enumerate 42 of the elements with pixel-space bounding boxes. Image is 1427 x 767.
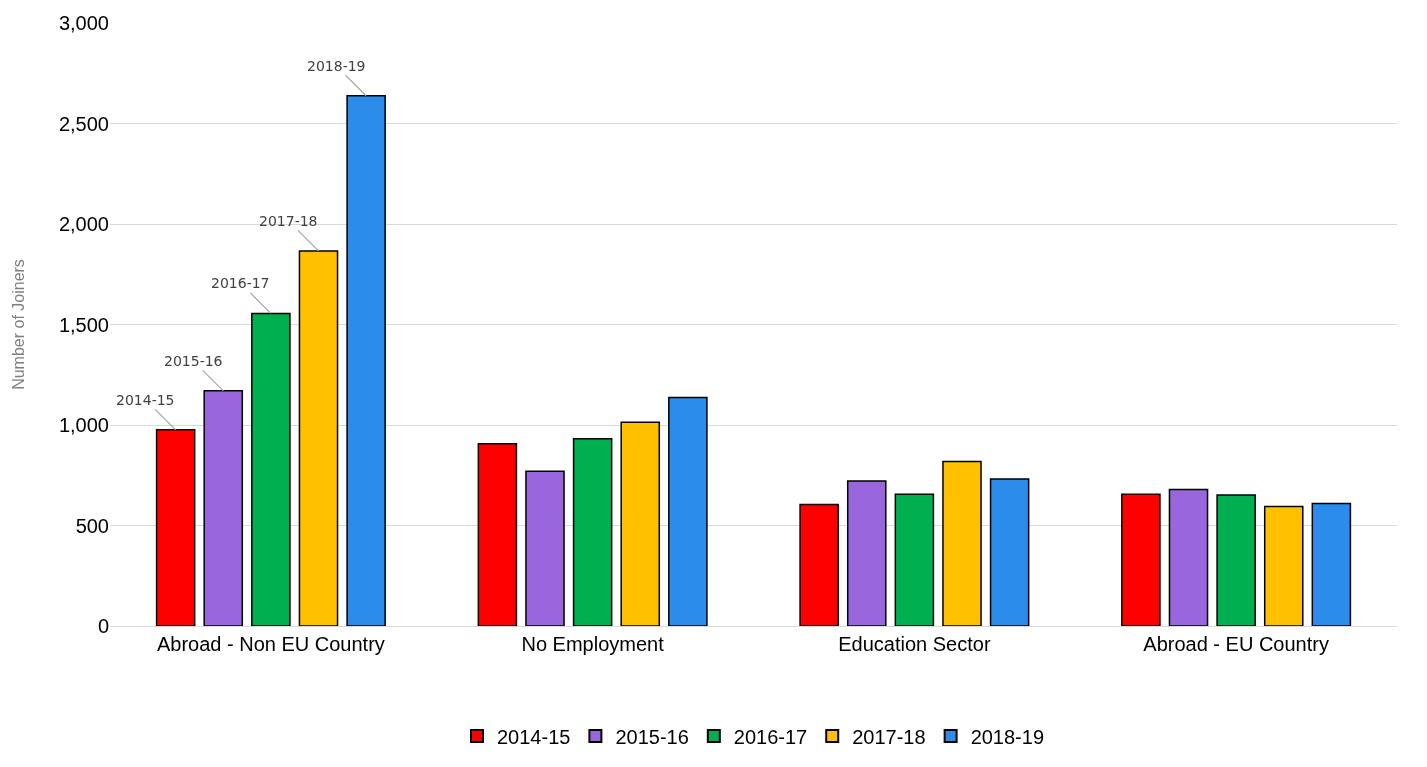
x-tick-label: Abroad - EU Country [1143,633,1329,655]
x-tick-label: No Employment [521,633,665,655]
text: 2014-15 [116,392,175,408]
bar [1216,494,1256,626]
y-tick-label: 0 [97,615,109,637]
bar [1311,502,1352,626]
legend-label: 2018-19 [970,725,1045,748]
legend-label: 2015-16 [615,725,689,748]
bar [1121,493,1161,626]
bar [155,429,196,626]
text: 2015-16 [164,353,223,369]
y-tick-label: 1,500 [58,313,109,336]
bar [799,503,839,626]
bar [668,396,708,626]
legend-label: 2014-15 [497,725,571,748]
legend-label: 2016-17 [733,725,808,748]
text: 2017-18 [259,213,318,229]
bar [525,470,565,626]
y-tick-label: 3,000 [58,12,109,34]
y-tick-label: 2,000 [58,213,109,235]
bar [989,478,1030,626]
bar [346,95,386,626]
bar [251,312,291,626]
text: 2018-19 [307,58,366,74]
bar [572,437,613,626]
bar [477,442,518,626]
bar [298,250,339,626]
text: 2016-17 [211,275,270,291]
y-tick-label: 2,500 [58,112,109,135]
bar [620,421,661,626]
bar [942,460,982,626]
bar [1263,505,1304,626]
x-tick-label: Abroad - Non EU Country [156,633,385,655]
bar [1168,488,1209,626]
bar [846,480,887,626]
x-tick-label: Education Sector [838,633,991,655]
y-tick-label: 500 [75,514,109,537]
bar [894,493,935,626]
bar [203,390,244,626]
y-tick-label: 1,000 [58,414,109,436]
legend-label: 2017-18 [852,725,926,748]
y-axis-title: Number of Joiners [9,259,27,390]
